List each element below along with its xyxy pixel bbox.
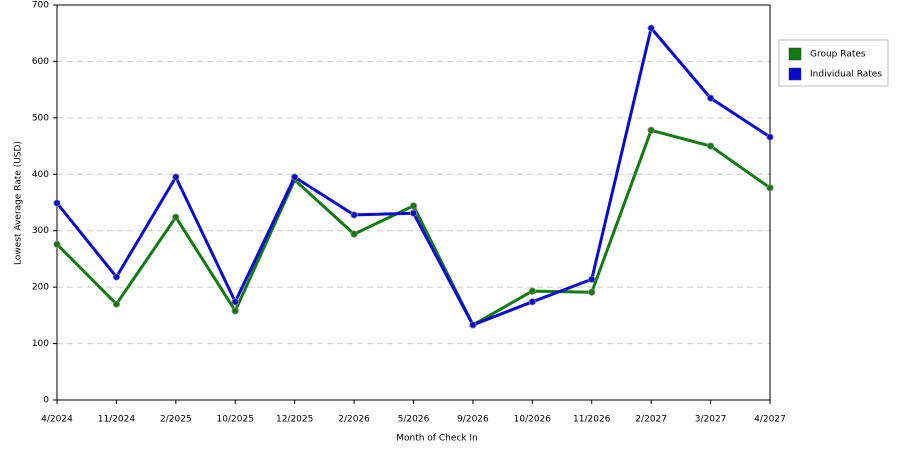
data-point — [766, 133, 774, 141]
y-tick-label: 500 — [32, 113, 49, 123]
x-axis-label: Month of Check In — [396, 434, 478, 444]
x-tick-label: 2/2025 — [160, 415, 192, 425]
x-tick-label: 2/2026 — [338, 415, 370, 425]
data-point — [291, 173, 299, 181]
y-axis-label: Lowest Average Rate (USD) — [14, 141, 24, 265]
data-point — [588, 288, 596, 296]
x-tick-label: 3/2027 — [695, 415, 727, 425]
legend-label: Individual Rates — [810, 70, 882, 80]
legend-label: Group Rates — [810, 50, 866, 60]
series-line — [55, 26, 771, 327]
x-tick-label: 4/2027 — [754, 415, 786, 425]
x-tick-label: 10/2025 — [217, 415, 254, 425]
data-point — [112, 273, 121, 281]
data-point — [588, 275, 596, 283]
x-tick-label: 12/2025 — [276, 415, 313, 425]
x-tick-label: 11/2024 — [98, 415, 136, 425]
data-point — [706, 142, 715, 150]
y-tick-label: 600 — [32, 57, 49, 67]
y-tick-label: 700 — [32, 1, 49, 11]
data-point — [350, 211, 358, 219]
data-point — [528, 287, 536, 295]
y-tick-label: 0 — [43, 396, 49, 406]
x-tick-label: 9/2026 — [457, 415, 489, 425]
data-point — [112, 300, 121, 308]
data-point — [409, 202, 418, 210]
data-point — [766, 184, 774, 192]
data-point — [231, 307, 239, 315]
data-point — [706, 94, 715, 102]
x-tick-label: 11/2026 — [573, 415, 611, 425]
data-point — [469, 321, 477, 329]
data-point — [647, 24, 655, 32]
data-point — [53, 240, 61, 248]
legend-swatch — [788, 67, 802, 81]
data-point — [172, 173, 180, 181]
series-line — [55, 128, 771, 327]
y-tick-label: 200 — [32, 283, 49, 293]
data-point — [409, 209, 418, 217]
y-tick-label: 400 — [32, 170, 49, 180]
data-point — [231, 298, 239, 306]
data-point — [172, 213, 180, 221]
x-tick-label: 10/2026 — [514, 415, 552, 425]
data-point — [528, 298, 536, 306]
x-tick-label: 2/2027 — [635, 415, 667, 425]
data-point — [350, 230, 358, 238]
data-point — [647, 126, 655, 134]
x-tick-label: 5/2026 — [398, 415, 430, 425]
y-tick-label: 100 — [32, 339, 49, 349]
legend-swatch — [788, 47, 802, 61]
data-point — [53, 199, 61, 207]
y-tick-label: 300 — [32, 226, 49, 236]
x-tick-label: 4/2024 — [41, 415, 73, 425]
